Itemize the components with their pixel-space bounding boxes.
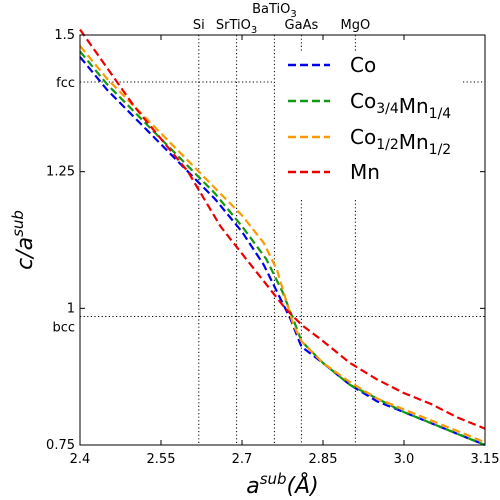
legend-label-0: Co	[350, 53, 376, 77]
x-tick-label: 2.4	[70, 452, 91, 467]
bcc-label: bcc	[52, 321, 75, 336]
x-tick-label: 2.85	[309, 452, 338, 467]
y-tick-label: 0.75	[46, 438, 75, 453]
substrate-label-gaas: GaAs	[285, 18, 319, 33]
x-tick-label: 2.7	[232, 452, 253, 467]
fcc-label: fcc	[56, 76, 75, 91]
substrate-label-srtio3: SrTiO3	[216, 18, 257, 36]
plot-frame	[79, 34, 486, 446]
y-tick-label: 1.5	[54, 28, 75, 43]
x-tick-label: 3.15	[471, 452, 500, 467]
series-lines	[79, 28, 486, 447]
legend-label-1: Co3/4Mn1/4	[350, 89, 451, 122]
substrate-label-si: Si	[193, 18, 205, 33]
legend-label-2: Co1/2Mn1/2	[350, 125, 451, 158]
series-line-2	[79, 45, 486, 444]
substrate-label-batio3: BaTiO3	[252, 2, 297, 20]
x-tick-label: 2.55	[147, 452, 176, 467]
axis-ticks: 2.4 2.55 2.7 2.85 3.0 3.15 0.75 1 1.25 1.5	[46, 28, 499, 467]
y-tick-label: 1	[67, 301, 75, 316]
y-axis-title: c/asub	[9, 210, 38, 270]
x-tick-label: 3.0	[394, 452, 415, 467]
legend-label-3: Mn	[350, 160, 380, 184]
reference-lines	[80, 35, 485, 445]
series-line-3	[79, 28, 486, 430]
x-axis-title: asub(Å)	[246, 470, 319, 499]
y-tick-label: 1.25	[46, 165, 75, 180]
substrate-label-mgo: MgO	[341, 18, 371, 33]
